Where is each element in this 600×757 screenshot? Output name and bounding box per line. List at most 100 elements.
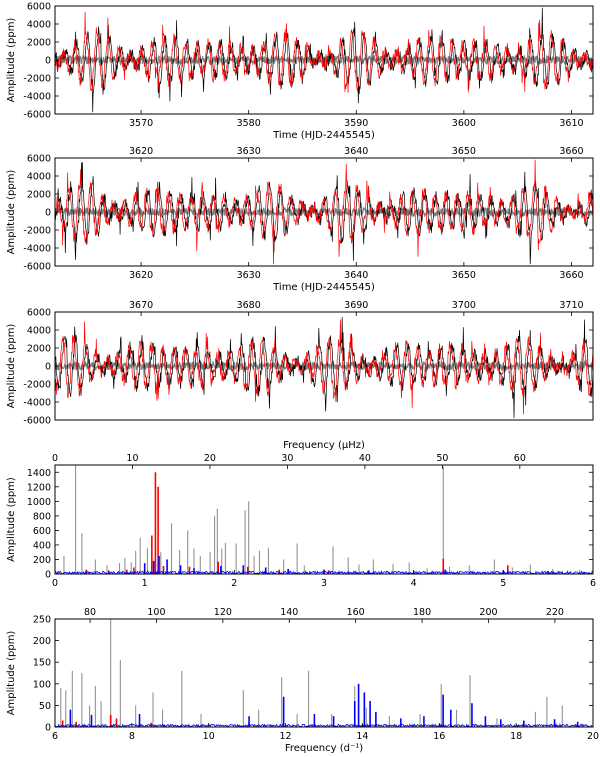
x-axis-label: Time (HJD-2445545)	[272, 130, 375, 141]
top-x-tick-label: 3640	[344, 146, 368, 157]
x-tick-label: 2	[231, 578, 237, 589]
plot-area	[55, 619, 593, 727]
y-tick-label: 0	[45, 570, 51, 581]
top-x-tick-label: 100	[147, 607, 165, 618]
y-axis-label: Amplitude (ppm)	[6, 18, 17, 103]
x-tick-label: 5	[500, 578, 506, 589]
x-axis-label: Frequency (d⁻¹)	[285, 743, 363, 754]
x-tick-label: 1	[142, 578, 148, 589]
axes-frame	[54, 618, 594, 728]
y-tick-label: 800	[33, 511, 51, 522]
x-tick-label: 3570	[129, 118, 153, 129]
y-tick-label: 2000	[27, 190, 51, 201]
x-axis-label: Time (HJD-2445545)	[272, 282, 375, 293]
y-tick-label: 1400	[27, 468, 51, 479]
top-x-tick-label: 3650	[452, 146, 476, 157]
x-tick-label: 3620	[129, 270, 153, 281]
y-tick-label: 0	[45, 723, 51, 734]
top-x-tick-label: 50	[436, 453, 448, 464]
x-tick-label: 3630	[237, 270, 261, 281]
x-tick-label: 12	[280, 731, 292, 742]
x-tick-label: 10	[203, 731, 215, 742]
plot-area	[55, 7, 593, 113]
y-tick-label: -2000	[23, 226, 51, 237]
y-tick-label: 4000	[27, 172, 51, 183]
y-tick-label: 2000	[27, 38, 51, 49]
x-tick-label: 6	[52, 731, 58, 742]
series-model	[55, 319, 593, 415]
y-axis-label: Amplitude (ppm)	[6, 324, 17, 409]
series-model	[55, 11, 593, 93]
x-tick-label: 3	[321, 578, 327, 589]
x-tick-label: 20	[587, 731, 599, 742]
x-tick-label: 3660	[559, 270, 583, 281]
x-tick-label: 4	[411, 578, 417, 589]
x-tick-label: 14	[356, 731, 368, 742]
y-tick-label: 4000	[27, 20, 51, 31]
top-x-tick-label: 3680	[237, 300, 261, 311]
y-tick-label: 200	[33, 555, 51, 566]
y-tick-label: 0	[45, 208, 51, 219]
x-tick-label: 3640	[344, 270, 368, 281]
x-tick-label: 3650	[452, 270, 476, 281]
y-axis-label: Amplitude (ppm)	[6, 631, 17, 716]
top-x-tick-label: 30	[281, 453, 293, 464]
y-tick-label: 2000	[27, 344, 51, 355]
top-x-tick-label: 3630	[237, 146, 261, 157]
panel-sp2: 0 50 100 150 200 250 6 8 10 12 14 16 18 20 80 100 120 140…	[6, 607, 599, 754]
panel-lc1: -6000 -4000 -2000 0 2000 4000 6000 3570 3580 3590…	[6, 2, 594, 141]
panel-lc2: -6000 -4000 -2000 0 2000 4000 6000 3620 3630 3640…	[6, 146, 594, 293]
top-x-tick-label: 40	[359, 453, 371, 464]
x-tick-label: 3600	[452, 118, 476, 129]
series-residuals	[55, 360, 593, 373]
y-tick-label: 1200	[27, 482, 51, 493]
x-tick-label: 3580	[237, 118, 261, 129]
y-tick-label: 50	[39, 701, 51, 712]
y-tick-label: -4000	[23, 92, 51, 103]
x-tick-label: 3590	[344, 118, 368, 129]
y-tick-label: -4000	[23, 244, 51, 255]
top-x-tick-label: 120	[214, 607, 232, 618]
y-tick-label: 400	[33, 540, 51, 551]
y-tick-label: -2000	[23, 74, 51, 85]
y-tick-label: -2000	[23, 380, 51, 391]
top-x-tick-label: 180	[413, 607, 431, 618]
y-tick-label: 0	[45, 362, 51, 373]
y-axis-label: Amplitude (ppm)	[6, 477, 17, 562]
y-tick-label: 4000	[27, 326, 51, 337]
y-tick-label: 600	[33, 526, 51, 537]
plot-area	[55, 317, 593, 419]
top-x-tick-label: 3710	[559, 300, 583, 311]
y-tick-label: 100	[33, 679, 51, 690]
x-tick-label: 18	[510, 731, 522, 742]
top-x-tick-label: 0	[52, 453, 58, 464]
series-model	[55, 159, 593, 265]
top-x-tick-label: 140	[280, 607, 298, 618]
y-tick-label: -6000	[23, 262, 51, 273]
y-tick-label: 1000	[27, 497, 51, 508]
x-tick-label: 8	[129, 731, 135, 742]
y-tick-label: 6000	[27, 154, 51, 165]
top-x-tick-label: 3660	[559, 146, 583, 157]
top-x-tick-label: 160	[347, 607, 365, 618]
y-tick-label: -6000	[23, 416, 51, 427]
series-residuals	[55, 205, 593, 219]
x-tick-label: 3610	[559, 118, 583, 129]
y-tick-label: 200	[33, 636, 51, 647]
top-x-tick-label: 220	[546, 607, 564, 618]
y-axis-label: Amplitude (ppm)	[6, 170, 17, 255]
top-axis-label: Frequency (μHz)	[283, 440, 365, 451]
x-tick-label: 0	[52, 578, 58, 589]
top-x-tick-label: 20	[204, 453, 216, 464]
y-tick-label: 6000	[27, 2, 51, 13]
top-x-tick-label: 3700	[452, 300, 476, 311]
top-x-tick-label: 3670	[129, 300, 153, 311]
series-observed	[55, 162, 593, 265]
top-x-tick-label: 3620	[129, 146, 153, 157]
plot-area	[55, 465, 593, 574]
top-x-tick-label: 10	[126, 453, 138, 464]
y-tick-label: 150	[33, 658, 51, 669]
top-x-tick-label: 3690	[344, 300, 368, 311]
